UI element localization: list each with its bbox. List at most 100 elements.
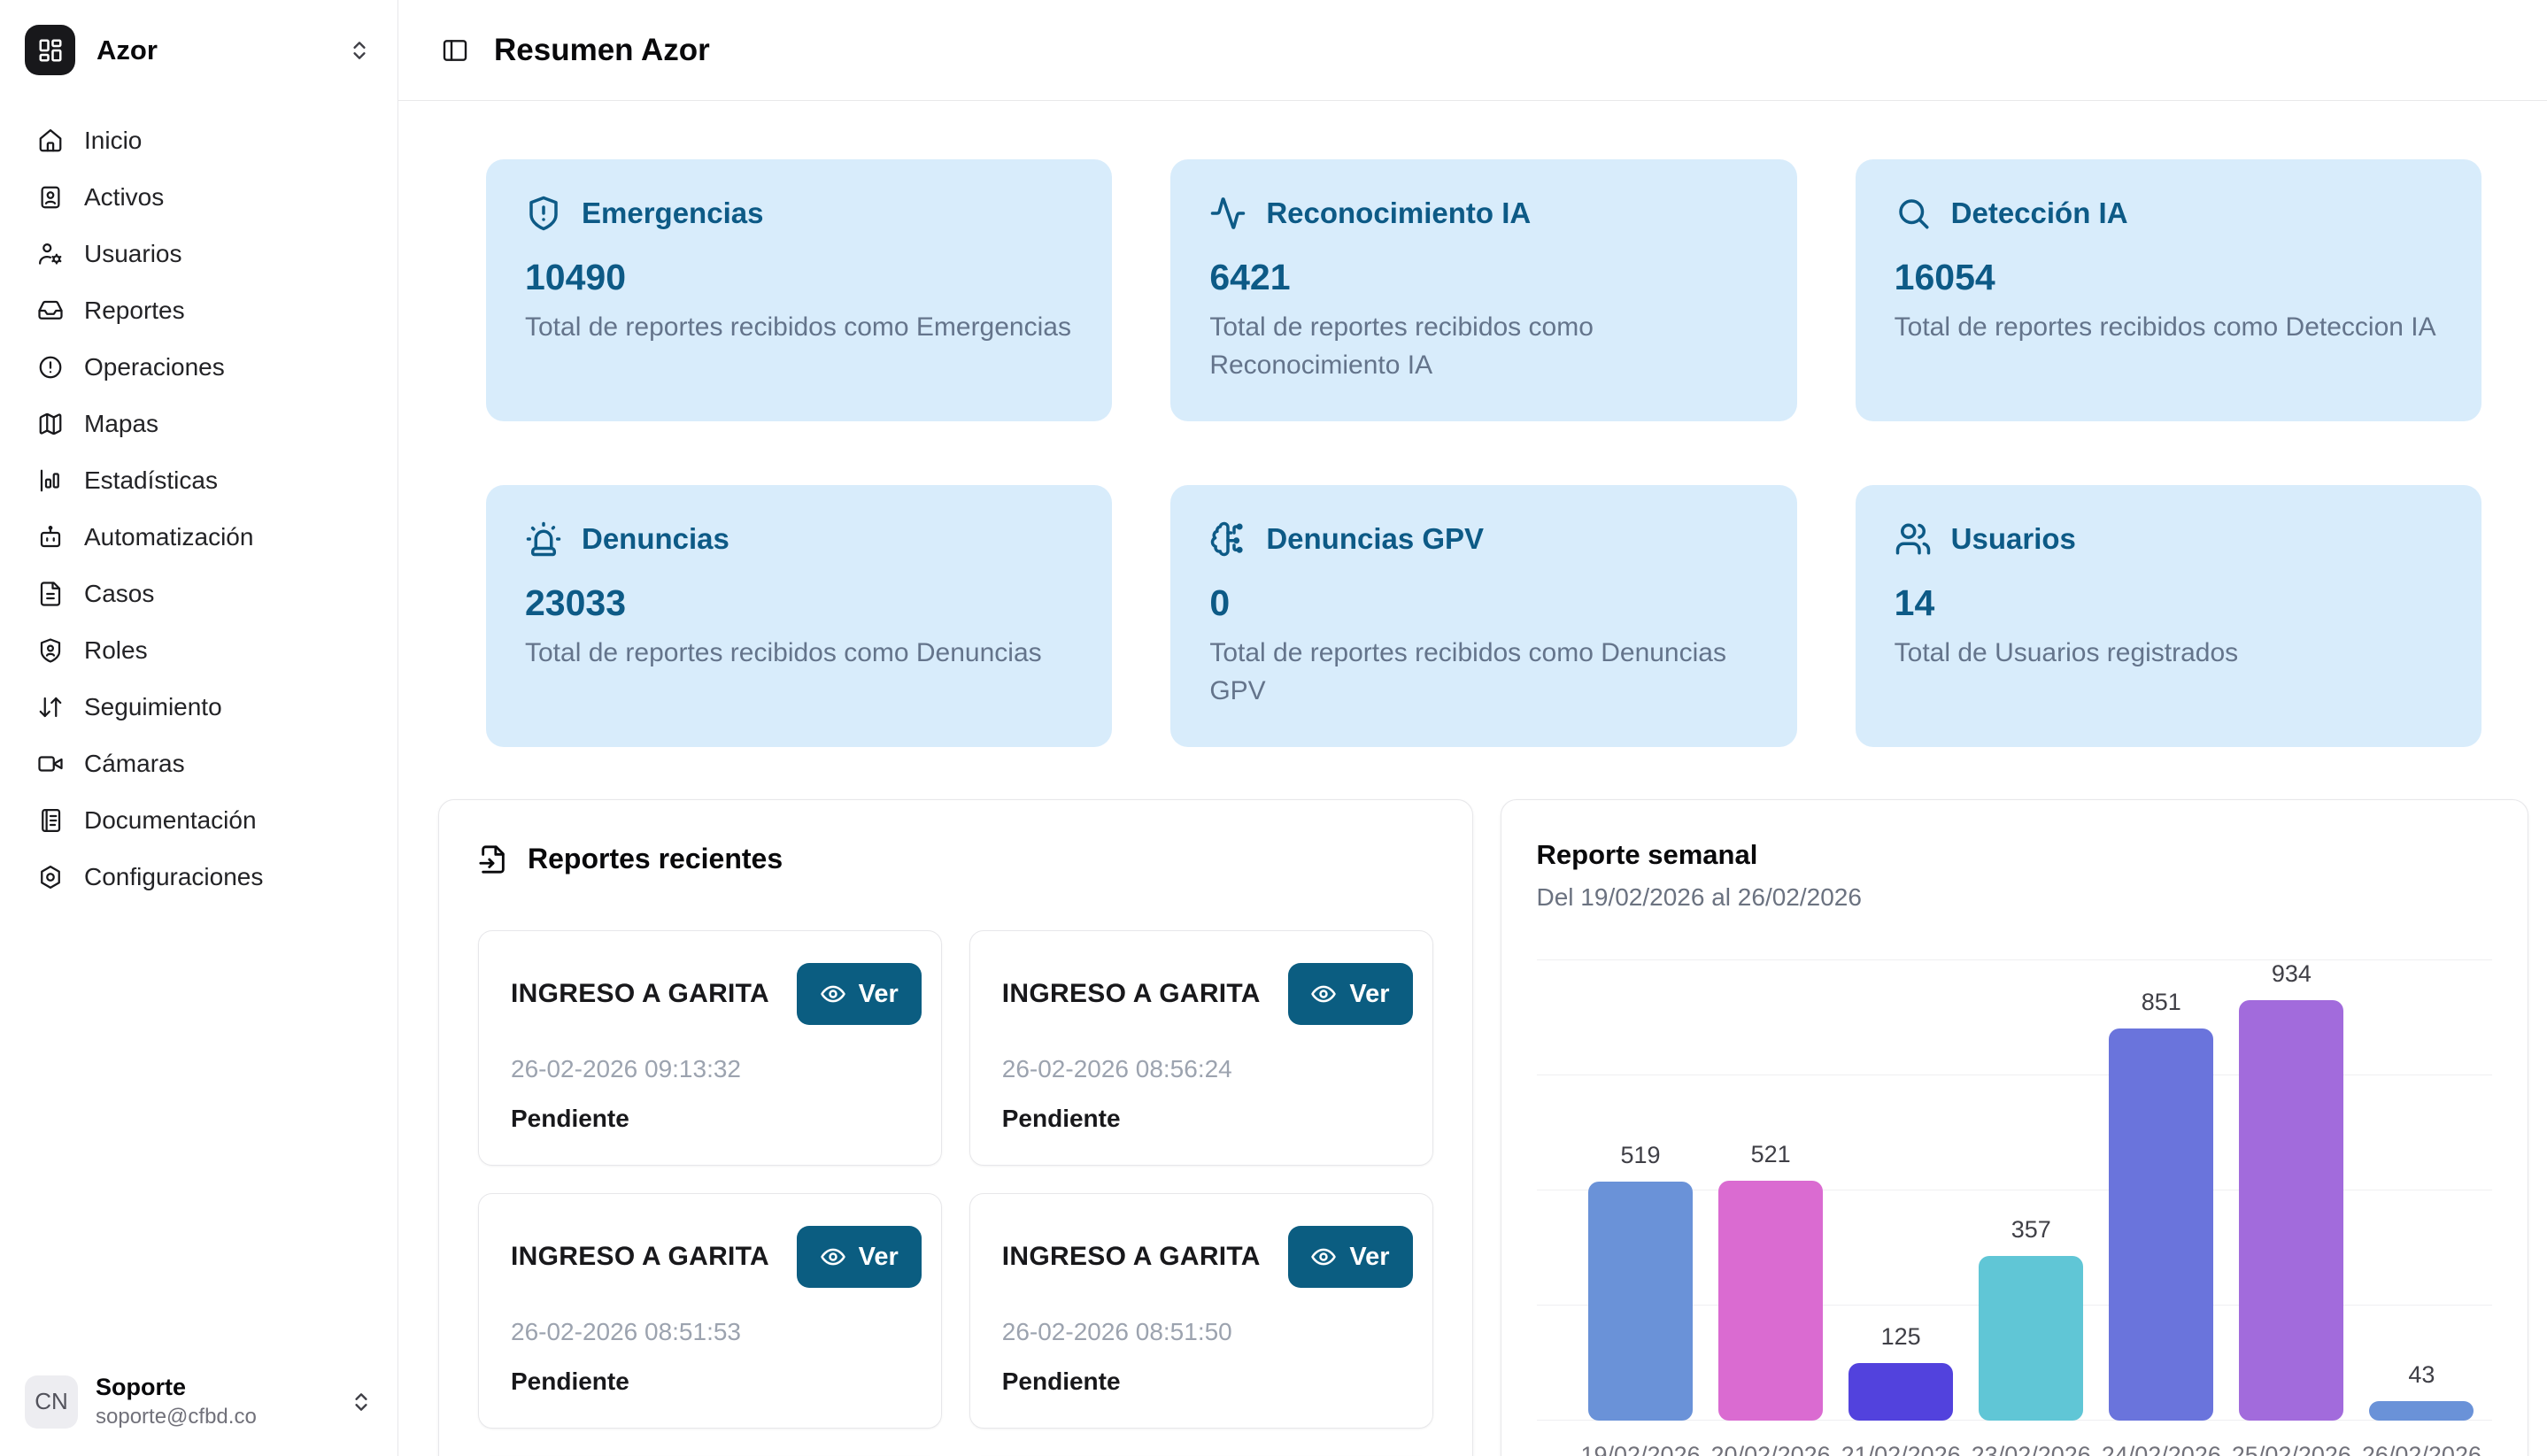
report-card: INGRESO A GARITA Ver 26-02-2026 08:51:53… [478,1193,942,1429]
stat-card-emergencias: Emergencias 10490 Total de reportes reci… [486,159,1113,422]
sidebar-item-label: Mapas [84,410,159,437]
chart-bar[interactable] [1979,1256,2084,1421]
report-title: INGRESO A GARITA [511,1242,770,1272]
view-report-button[interactable]: Ver [1287,1226,1413,1289]
id-card-icon [41,186,60,209]
bottom-row: Reportes recientes INGRESO A GARITA Ver … [438,799,2528,1456]
sidebar-item-automatizacion[interactable]: Automatización [25,509,376,566]
bar-group: 43 [2357,960,2487,1421]
sidebar-item-seguimiento[interactable]: Seguimiento [25,679,376,736]
sidebar-item-label: Casos [84,580,155,607]
sidebar-item-label: Inicio [84,127,143,154]
sidebar: Azor Inicio Activos Usuarios Reportes Op… [0,0,398,1456]
bar-chart-icon [40,469,59,492]
stat-subtitle: Total de reportes recibidos como Reconoc… [1209,312,1594,380]
recent-reports-panel: Reportes recientes INGRESO A GARITA Ver … [438,799,1473,1456]
x-axis-label: 20/02/2026 [1710,1442,1831,1456]
sidebar-item-documentacion[interactable]: Documentación [25,792,376,849]
chart-bar[interactable] [1588,1182,1694,1421]
sidebar-item-usuarios[interactable]: Usuarios [25,226,376,282]
inbox-icon [38,300,63,320]
avatar: CN [25,1375,78,1429]
content: Emergencias 10490 Total de reportes reci… [398,101,2547,1456]
sidebar-item-roles[interactable]: Roles [25,622,376,679]
chevrons-up-down-icon [355,1392,367,1411]
file-text-icon [40,582,61,606]
stats-grid: Emergencias 10490 Total de reportes reci… [486,159,2481,748]
user-name: Soporte [96,1374,187,1400]
sidebar-item-label: Cámaras [84,750,185,777]
chart-bar[interactable] [2369,1401,2474,1421]
sidebar-item-label: Usuarios [84,240,182,267]
bar-group: 851 [2096,960,2227,1421]
eye-icon [1311,986,1337,1003]
report-card: INGRESO A GARITA Ver 26-02-2026 08:56:24… [969,930,1433,1167]
view-report-button[interactable]: Ver [1287,963,1413,1026]
arrow-down-up-icon [39,697,62,718]
sidebar-item-label: Reportes [84,297,185,324]
stat-value: 23033 [525,582,627,624]
sidebar-item-configuraciones[interactable]: Configuraciones [25,849,376,905]
stat-value: 0 [1209,582,1231,624]
user-menu[interactable]: CN Soporte soporte@cfbd.co [25,1374,376,1429]
chart-bar[interactable] [1849,1363,1954,1421]
report-status: Pendiente [1001,1105,1121,1133]
chart-bar[interactable] [2239,1000,2344,1421]
bar-group: 519 [1576,960,1706,1421]
user-meta: Soporte soporte@cfbd.co [96,1374,332,1429]
sidebar-item-reportes[interactable]: Reportes [25,282,376,339]
stat-subtitle: Total de reportes recibidos como Emergen… [525,312,1071,342]
map-icon [39,412,62,435]
recent-reports-title: Reportes recientes [528,843,783,875]
workspace-switcher[interactable]: Azor [25,25,376,75]
bar-value-label: 357 [2011,1216,2051,1244]
chart-title: Reporte semanal [1536,839,1758,871]
activity-icon [1211,197,1246,229]
eye-icon [1311,1249,1337,1266]
stat-title: Denuncias GPV [1266,522,1485,556]
stat-title: Usuarios [1950,522,2076,556]
view-report-button[interactable]: Ver [796,963,922,1026]
topbar: Resumen Azor [398,0,2547,101]
chart-bar[interactable] [1718,1181,1824,1421]
bar-group: 125 [1836,960,1966,1421]
eye-icon [820,986,845,1003]
main-area: Resumen Azor Emergencias 10490 Total de … [398,0,2547,1456]
report-status: Pendiente [1001,1367,1121,1396]
stat-card-deteccion-ia: Detección IA 16054 Total de reportes rec… [1855,159,2481,422]
bar-group: 934 [2227,960,2357,1421]
stat-card-denuncias-gpv: Denuncias GPV 0 Total de reportes recibi… [1170,485,1797,748]
report-timestamp: 26-02-2026 08:51:50 [1001,1318,1232,1346]
stat-value: 14 [1894,582,1935,624]
chart-bar[interactable] [2109,1028,2214,1421]
stat-title: Denuncias [582,522,729,556]
user-cog-icon [39,243,62,265]
stat-subtitle: Total de reportes recibidos como Denunci… [1209,638,1726,705]
sidebar-item-mapas[interactable]: Mapas [25,396,376,452]
sidebar-item-casos[interactable]: Casos [25,566,376,622]
chart-subtitle: Del 19/02/2026 al 26/02/2026 [1536,883,1862,912]
sidebar-item-activos[interactable]: Activos [25,169,376,226]
reports-grid: INGRESO A GARITA Ver 26-02-2026 09:13:32… [478,930,1433,1456]
app-name: Azor [96,34,158,65]
sidebar-item-label: Documentación [84,806,257,834]
stat-value: 16054 [1894,257,1995,297]
report-timestamp: 26-02-2026 09:13:32 [511,1055,741,1083]
sidebar-item-operaciones[interactable]: Operaciones [25,339,376,396]
sidebar-toggle-icon[interactable] [441,36,469,65]
shield-user-icon [40,638,61,663]
gridline [1536,959,2492,961]
view-report-button[interactable]: Ver [796,1226,922,1289]
alert-circle-icon [39,356,62,379]
video-camera-icon [38,756,63,772]
sidebar-item-camaras[interactable]: Cámaras [25,736,376,792]
x-axis-label: 25/02/2026 [2231,1442,2351,1456]
users-icon [1895,523,1930,555]
sidebar-item-label: Roles [84,636,148,664]
stat-value: 10490 [525,257,627,297]
brain-circuit-icon [1211,521,1243,557]
report-title: INGRESO A GARITA [511,979,770,1009]
sidebar-item-inicio[interactable]: Inicio [25,112,376,169]
report-card: INGRESO A GARITA Ver 26-02-2026 09:13:32… [478,930,942,1167]
sidebar-item-estadisticas[interactable]: Estadísticas [25,452,376,509]
